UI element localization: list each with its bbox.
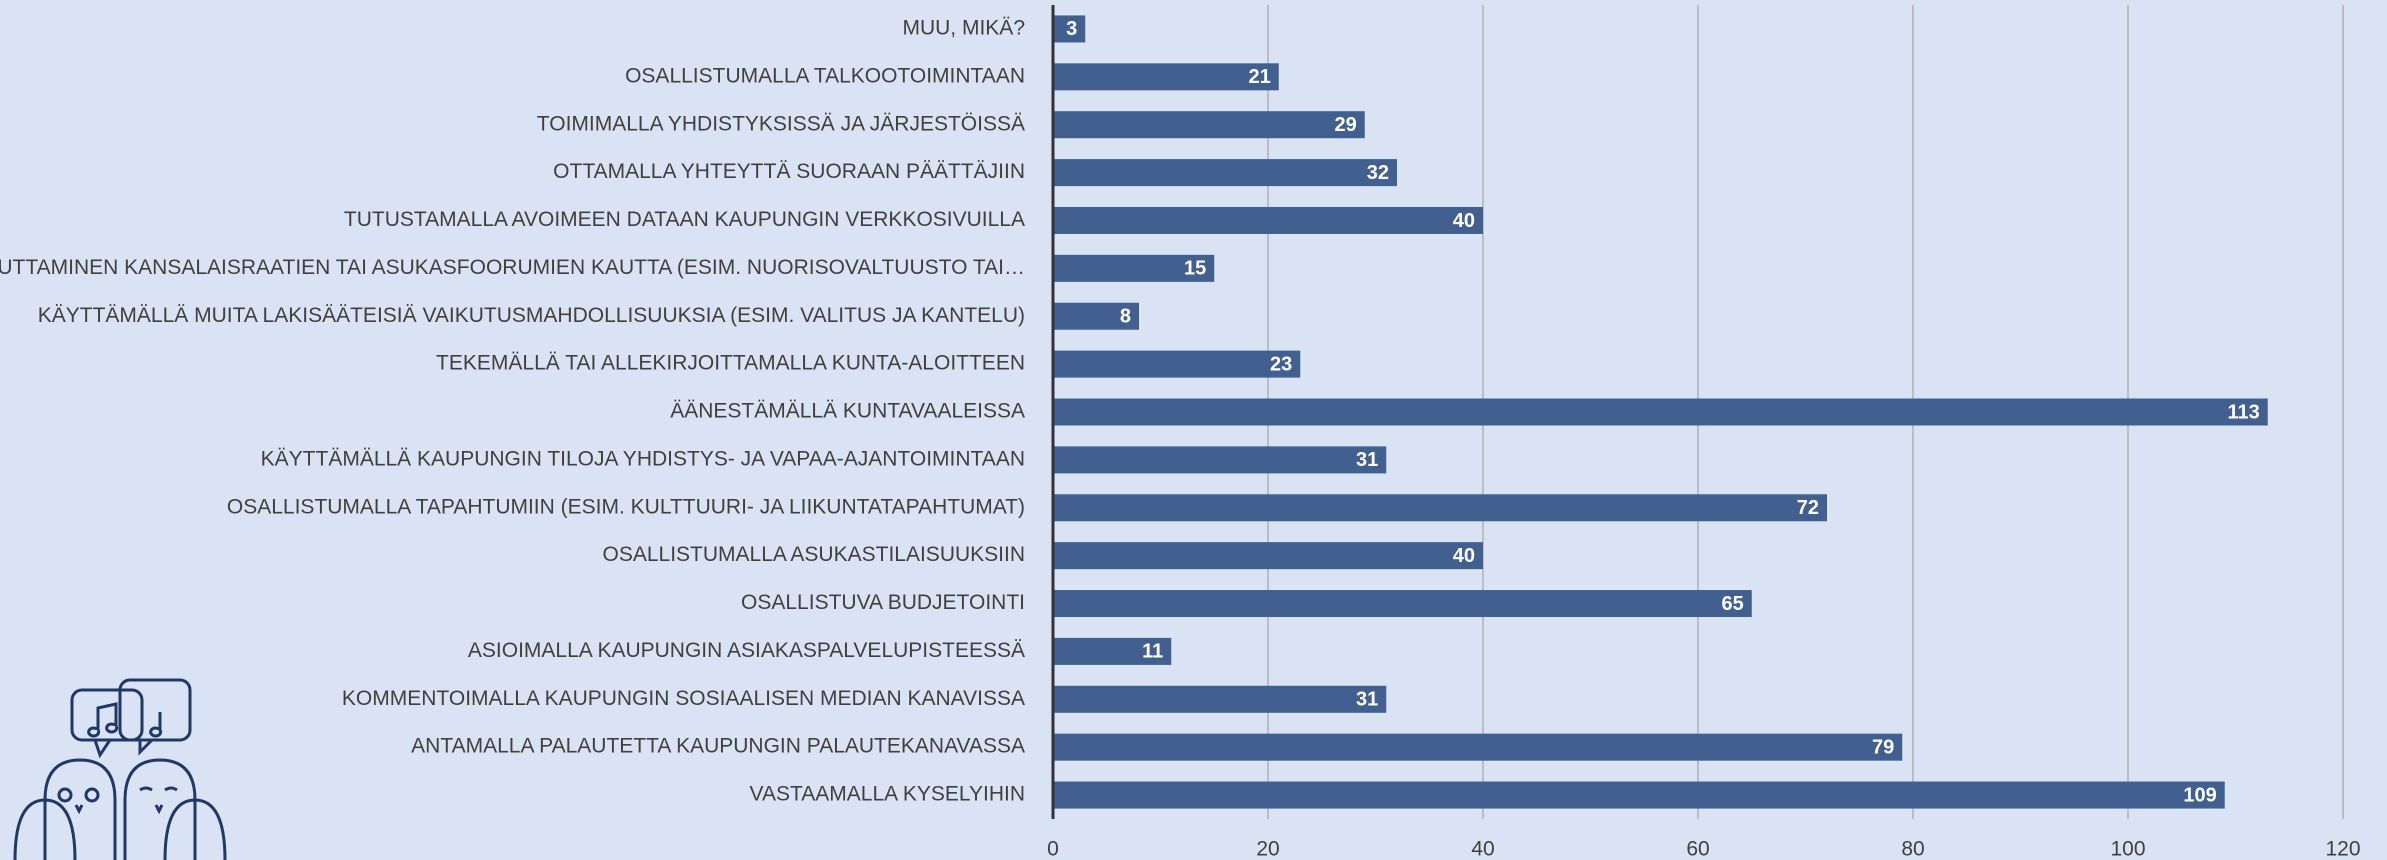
value-label: 31 [1356, 449, 1378, 471]
y-tick-label: TUTUSTAMALLA AVOIMEEN DATAAN KAUPUNGIN V… [344, 208, 1025, 231]
bar [1053, 446, 1387, 474]
y-tick-label: ANTAMALLA PALAUTETTA KAUPUNGIN PALAUTEKA… [411, 735, 1025, 758]
y-tick-label: KOMMENTOIMALLA KAUPUNGIN SOSIAALISEN MED… [342, 687, 1025, 710]
bar [1053, 254, 1215, 282]
x-tick-label: 100 [2110, 838, 2145, 860]
x-tick-label: 60 [1686, 838, 1709, 860]
value-label: 113 [2227, 401, 2259, 423]
x-tick-label: 0 [1047, 838, 1059, 860]
bar [1053, 781, 2225, 809]
value-label: 40 [1453, 545, 1475, 567]
bar [1053, 350, 1301, 378]
bar [1053, 542, 1483, 570]
value-label: 3 [1066, 18, 1077, 40]
bar [1053, 685, 1387, 713]
x-tick-label: 80 [1901, 838, 1924, 860]
bar [1053, 15, 1086, 43]
bar [1053, 302, 1139, 330]
y-tick-label: TEKEMÄLLÄ TAI ALLEKIRJOITTAMALLA KUNTA-A… [436, 352, 1025, 375]
y-tick-label: OSALLISTUMALLA TALKOOTOIMINTAAN [625, 64, 1025, 87]
y-tick-label: KÄYTTÄMÄLLÄ KAUPUNGIN TILOJA YHDISTYS- J… [261, 447, 1025, 470]
bar [1053, 733, 1903, 761]
value-label: 21 [1249, 66, 1271, 88]
y-tick-label: VAIKUTTAMINEN KANSALAISRAATIEN TAI ASUKA… [0, 256, 1025, 279]
value-label: 11 [1142, 641, 1163, 663]
x-tick-label: 120 [2325, 838, 2360, 860]
y-tick-label: ÄÄNESTÄMÄLLÄ KUNTAVAALEISSA [670, 400, 1025, 423]
y-tick-label: ASIOIMALLA KAUPUNGIN ASIAKASPALVELUPISTE… [468, 639, 1025, 662]
value-label: 32 [1367, 162, 1389, 184]
bar [1053, 63, 1279, 91]
value-label: 15 [1184, 258, 1206, 280]
bar [1053, 206, 1483, 234]
y-tick-label: TOIMIMALLA YHDISTYKSISSÄ JA JÄRJESTÖISSÄ [537, 112, 1025, 135]
value-label: 79 [1872, 736, 1894, 758]
x-tick-label: 40 [1471, 838, 1494, 860]
y-tick-label: OSALLISTUMALLA TAPAHTUMIIN (ESIM. KULTTU… [227, 495, 1025, 518]
y-tick-label: OSALLISTUMALLA ASUKASTILAISUUKSIIN [603, 543, 1026, 566]
value-label: 40 [1453, 210, 1475, 232]
value-label: 72 [1797, 497, 1819, 519]
value-label: 23 [1270, 353, 1292, 375]
y-tick-label: MUU, MIKÄ? [902, 16, 1025, 39]
bar [1053, 398, 2268, 426]
value-label: 8 [1120, 306, 1131, 328]
y-tick-label: OSALLISTUVA BUDJETOINTI [741, 591, 1025, 614]
x-tick-label: 20 [1256, 838, 1279, 860]
bar [1053, 159, 1397, 187]
owl-illustration [13, 678, 227, 860]
y-tick-label: OTTAMALLA YHTEYTTÄ SUORAAN PÄÄTTÄJIIN [553, 160, 1025, 183]
value-label: 31 [1356, 689, 1378, 711]
value-label: 109 [2183, 784, 2216, 806]
y-tick-label: VASTAAMALLA KYSELYIHIN [750, 783, 1025, 806]
bar [1053, 590, 1752, 618]
y-tick-label: KÄYTTÄMÄLLÄ MUITA LAKISÄÄTEISIÄ VAIKUTUS… [38, 304, 1025, 327]
bar [1053, 494, 1827, 522]
bar [1053, 111, 1365, 139]
value-label: 29 [1335, 114, 1357, 136]
value-label: 65 [1722, 593, 1744, 615]
bar [1053, 637, 1172, 665]
